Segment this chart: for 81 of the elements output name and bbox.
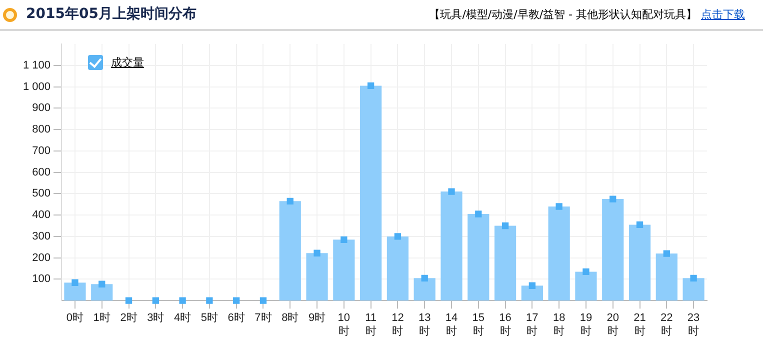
point — [367, 82, 374, 90]
point — [394, 233, 402, 240]
point — [206, 297, 213, 304]
bar — [386, 236, 409, 301]
bar — [440, 192, 462, 301]
bar — [279, 201, 301, 301]
text: 点击下载 — [701, 8, 745, 21]
y-tick-label: 300 — [32, 230, 51, 242]
x-tick-label: 2时 — [120, 311, 138, 324]
bar — [521, 286, 543, 301]
x-tick-label: 6时 — [228, 311, 245, 324]
point — [98, 280, 106, 288]
x-tick-label: 12时 — [392, 312, 404, 338]
point — [690, 274, 697, 282]
point — [152, 297, 159, 304]
x-tick-label: 9时 — [308, 311, 326, 324]
x-tick-label: 0时 — [66, 311, 84, 324]
point — [582, 268, 590, 276]
point — [610, 196, 616, 202]
x-tick-label: 13时 — [418, 312, 431, 338]
y-tick-label: 600 — [32, 166, 51, 178]
point — [233, 297, 240, 304]
y-tick-label: 500 — [32, 188, 51, 200]
point — [421, 274, 428, 282]
bar — [91, 284, 113, 301]
point — [528, 282, 536, 289]
x-tick-label: 5时 — [200, 311, 218, 324]
x-tick-label: 15时 — [472, 312, 485, 338]
x-tick-label: 1时 — [93, 311, 110, 324]
chart-title: 2015年05月上架时间分布 — [26, 5, 196, 23]
x-tick-label: 14时 — [445, 312, 458, 338]
bar — [360, 86, 382, 301]
y-tick-label: 700 — [32, 144, 51, 157]
bar — [64, 282, 86, 301]
point — [286, 198, 294, 204]
point — [636, 221, 644, 228]
point — [72, 279, 78, 286]
x-tick-label: 17时 — [526, 312, 538, 338]
x-tick-label: 7时 — [254, 311, 272, 324]
point — [663, 250, 670, 257]
y-tick-label: 400 — [32, 209, 51, 222]
text: 成交量 — [111, 55, 144, 70]
bar — [414, 278, 436, 301]
x-tick-label: 19时 — [580, 312, 592, 338]
bar — [682, 278, 704, 301]
point — [502, 222, 509, 230]
y-tick-label: 200 — [32, 252, 51, 264]
point — [125, 297, 132, 304]
x-tick-label: 4时 — [174, 311, 192, 324]
bar — [333, 240, 355, 301]
bar — [494, 226, 516, 301]
point — [340, 236, 348, 243]
chart-subtitle: 【玩具/模型/动漫/早教/益智 - 其他形状认知配对玩具】 — [429, 8, 697, 21]
bar — [468, 214, 490, 301]
y-tick-label: 900 — [32, 102, 51, 114]
x-tick-label: 11时 — [365, 312, 377, 338]
bar — [656, 254, 678, 301]
y-tick-label: 1 000 — [22, 80, 51, 93]
x-tick-label: 3时 — [147, 311, 164, 324]
x-tick-label: 8时 — [282, 311, 299, 324]
y-tick-label: 800 — [32, 124, 51, 136]
point — [475, 210, 482, 218]
x-tick-label: 16时 — [499, 312, 512, 338]
x-tick-label: 20时 — [606, 312, 619, 338]
x-tick-label: 22时 — [660, 312, 673, 338]
y-tick-label: 100 — [32, 273, 51, 286]
bar — [306, 253, 328, 301]
bar — [548, 206, 570, 301]
point — [314, 250, 320, 256]
bar — [628, 224, 651, 301]
x-tick-label: 21时 — [634, 312, 646, 338]
x-tick-label: 18时 — [552, 312, 566, 338]
point — [179, 297, 186, 304]
bar — [602, 199, 624, 301]
y-tick-label: 1 100 — [22, 59, 51, 72]
x-tick-label: 10时 — [338, 312, 350, 338]
point — [448, 188, 455, 195]
bar — [575, 272, 597, 301]
point — [556, 203, 562, 210]
point — [260, 297, 267, 304]
x-tick-label: 23时 — [687, 312, 700, 338]
